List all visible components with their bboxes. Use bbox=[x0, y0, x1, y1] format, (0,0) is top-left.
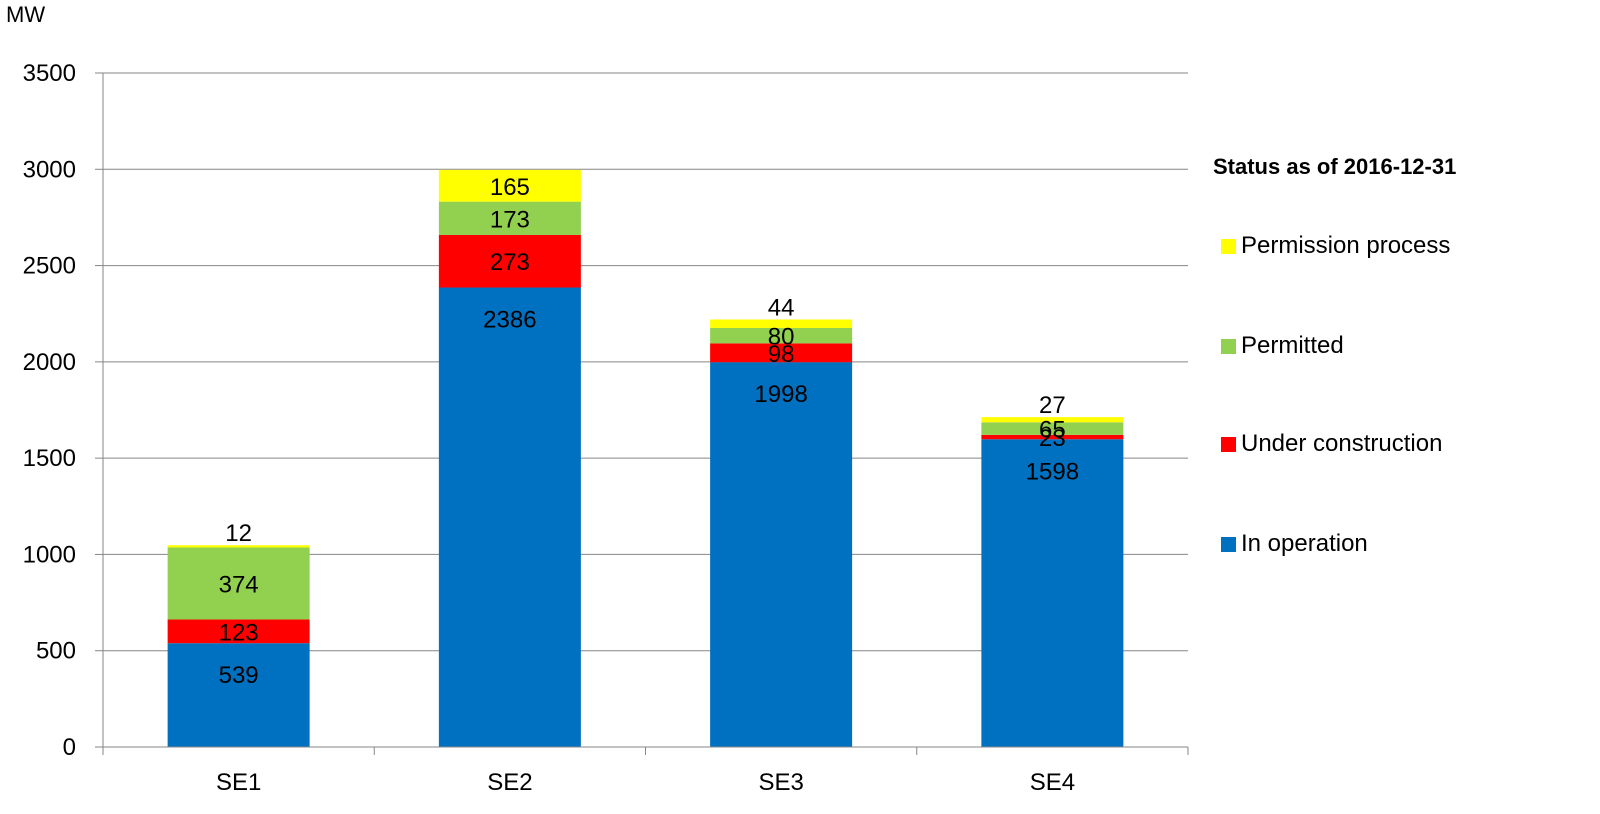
legend-label: Permission process bbox=[1241, 232, 1451, 259]
bar-segment-se3-permitted bbox=[710, 327, 853, 344]
x-tick-label: SE2 bbox=[487, 769, 532, 796]
bar-segment-se1-permitted bbox=[167, 547, 310, 620]
data-label: 1998 bbox=[754, 381, 807, 408]
data-label: 2386 bbox=[483, 307, 536, 334]
bar-segment-se3-in-operation bbox=[710, 362, 853, 747]
legend-label: Under construction bbox=[1241, 430, 1443, 457]
bar-segment-se4-permission-process bbox=[981, 417, 1124, 423]
legend-label: In operation bbox=[1241, 530, 1368, 557]
bar-segment-se3-under-construction bbox=[710, 343, 853, 363]
legend-item: In operation bbox=[1221, 530, 1368, 558]
legend-label: Permitted bbox=[1241, 332, 1344, 359]
x-tick-label: SE3 bbox=[758, 769, 803, 796]
bar-segment-se3-permission-process bbox=[710, 319, 853, 328]
data-label: 44 bbox=[768, 294, 795, 321]
data-label: 80 bbox=[768, 324, 795, 351]
y-tick-label: 1500 bbox=[23, 445, 76, 472]
bar-segment-se2-under-construction bbox=[438, 234, 581, 288]
data-label: 123 bbox=[219, 619, 259, 646]
data-label: 1598 bbox=[1026, 458, 1079, 485]
y-axis-label: MW bbox=[6, 2, 45, 27]
y-tick-label: 2000 bbox=[23, 349, 76, 376]
y-tick-label: 500 bbox=[36, 638, 76, 665]
data-label: 273 bbox=[490, 249, 530, 276]
bar-segment-se1-under-construction bbox=[167, 619, 310, 644]
data-label: 165 bbox=[490, 174, 530, 201]
legend-swatch bbox=[1221, 436, 1236, 452]
data-label: 374 bbox=[219, 572, 259, 599]
bar-segment-se2-permitted bbox=[438, 201, 581, 235]
bar-segment-se1-permission-process bbox=[167, 545, 310, 548]
data-label: 27 bbox=[1039, 392, 1066, 419]
data-label: 173 bbox=[490, 206, 530, 233]
y-tick-label: 2500 bbox=[23, 253, 76, 280]
y-tick-label: 1000 bbox=[23, 541, 76, 568]
data-label: 98 bbox=[768, 341, 795, 368]
legend-swatch bbox=[1221, 338, 1236, 354]
y-tick-label: 3000 bbox=[23, 156, 76, 183]
legend-swatch bbox=[1221, 536, 1236, 552]
data-label: 539 bbox=[219, 662, 259, 689]
bar-segment-se2-in-operation bbox=[438, 287, 581, 747]
y-tick-label: 0 bbox=[63, 734, 76, 761]
bars bbox=[167, 169, 1124, 747]
bar-segment-se4-under-construction bbox=[981, 434, 1124, 440]
x-tick-labels: SE1 SE2 SE3 SE4 bbox=[216, 769, 1075, 796]
bar-segment-se4-in-operation bbox=[981, 439, 1124, 747]
data-label: 23 bbox=[1039, 425, 1066, 452]
legend-swatch bbox=[1221, 238, 1236, 254]
y-tick-labels: 0 500 1000 1500 2000 2500 3000 3500 bbox=[23, 60, 76, 761]
data-label: 65 bbox=[1039, 417, 1066, 444]
legend-item: Under construction bbox=[1221, 430, 1442, 458]
bar-segment-se1-in-operation bbox=[167, 643, 310, 747]
x-tick-label: SE1 bbox=[216, 769, 261, 796]
bar-segment-se4-permitted bbox=[981, 422, 1124, 435]
x-tick-label: SE4 bbox=[1030, 769, 1075, 796]
y-tick-label: 3500 bbox=[23, 60, 76, 87]
legend-title: Status as of 2016-12-31 bbox=[1213, 154, 1457, 179]
legend-item: Permitted bbox=[1221, 332, 1344, 360]
legend-item: Permission process bbox=[1221, 232, 1450, 260]
bar-segment-se2-permission-process bbox=[438, 169, 581, 202]
axes bbox=[102, 73, 1189, 755]
data-label: 12 bbox=[225, 520, 252, 547]
